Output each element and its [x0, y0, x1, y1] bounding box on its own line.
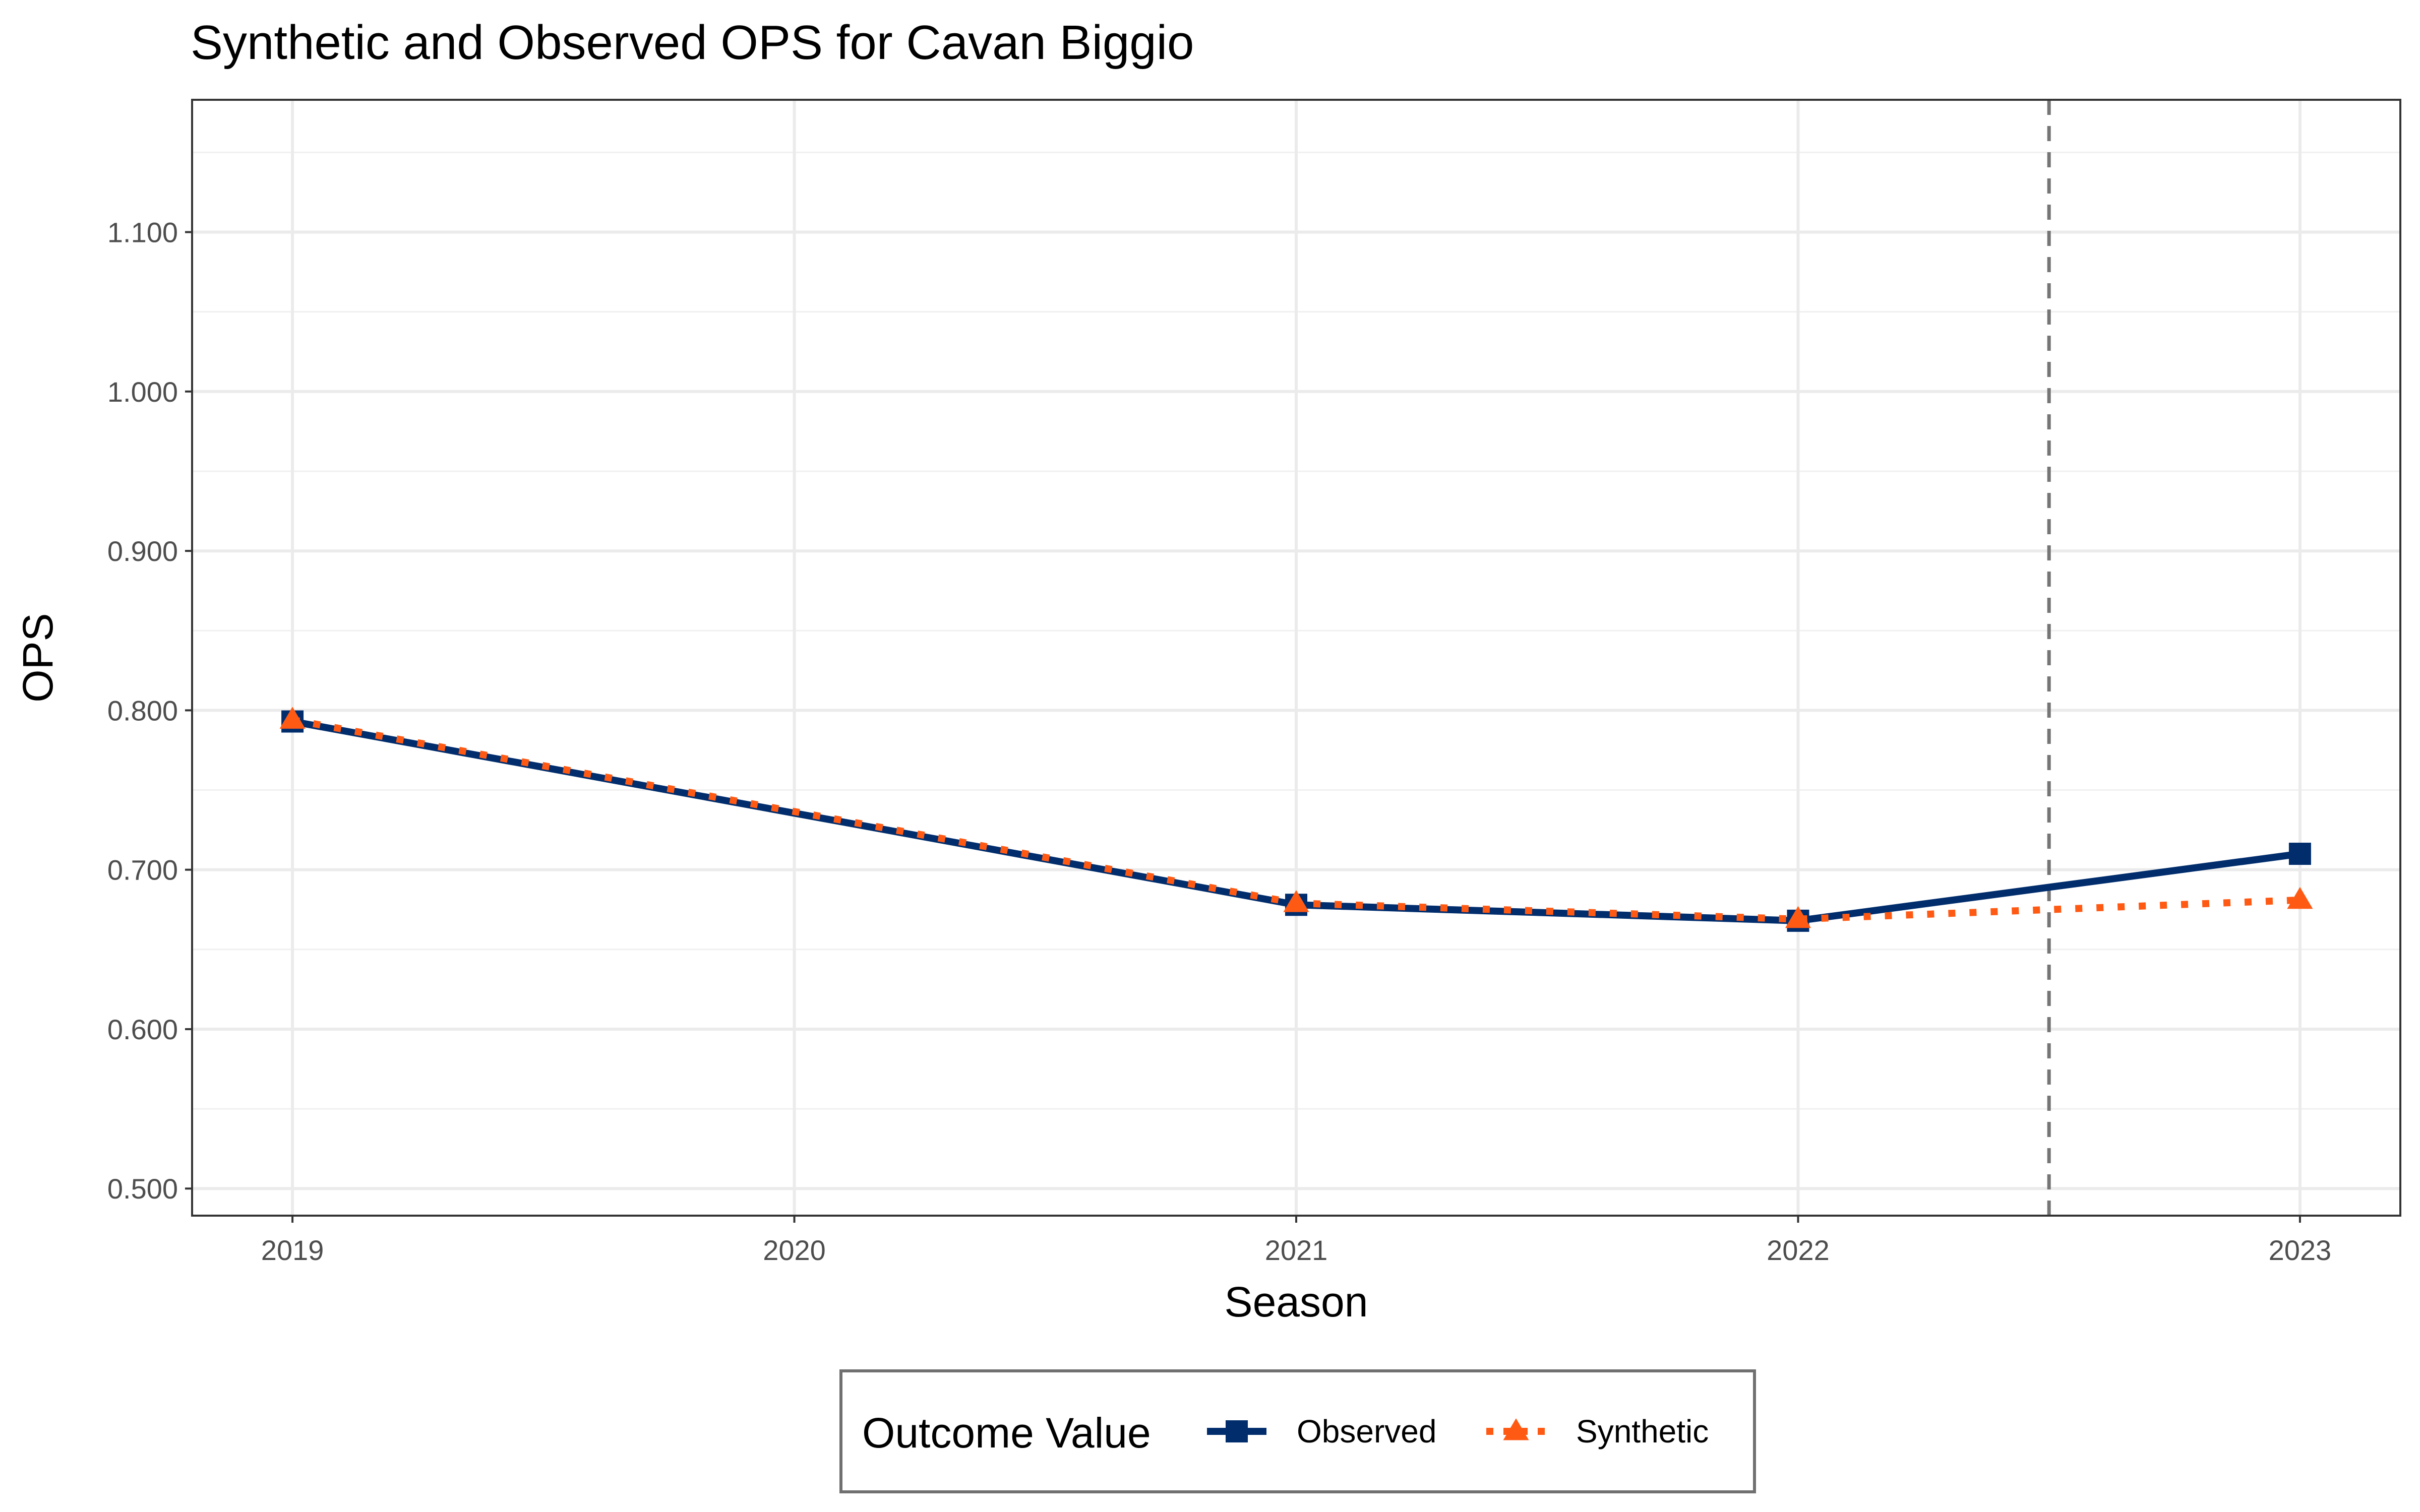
legend-item-observed: Observed: [1207, 1413, 1436, 1450]
chart-title: Synthetic and Observed OPS for Cavan Big…: [191, 16, 1194, 70]
y-tick-label: 0.800: [107, 695, 178, 726]
data-point: [279, 707, 306, 729]
legend-key-marker: [1226, 1420, 1248, 1442]
legend-key-marker: [1503, 1418, 1529, 1440]
x-tick-label: 2022: [1767, 1234, 1830, 1266]
x-axis-title: Season: [1225, 1278, 1368, 1326]
x-tick-label: 2019: [261, 1234, 324, 1266]
series-synthetic: [279, 707, 2313, 928]
legend-box: [839, 1369, 1756, 1493]
x-tick-label: 2021: [1265, 1234, 1328, 1266]
y-tick-label: 0.600: [107, 1014, 178, 1045]
legend-item-synthetic: Synthetic: [1486, 1413, 1709, 1450]
series-layer: [279, 707, 2313, 932]
grid: [192, 100, 2400, 1216]
y-tick-label: 0.500: [107, 1173, 178, 1205]
series-line: [291, 716, 2301, 923]
x-tick-label: 2020: [763, 1234, 826, 1266]
x-axis: 2019 2020 2021 2022 2023: [261, 1216, 2331, 1266]
data-point: [1283, 890, 1309, 912]
legend-title: Outcome Value: [862, 1409, 1151, 1457]
legend: Outcome Value Observed Synthetic: [839, 1369, 1756, 1493]
y-tick-label: 0.700: [107, 854, 178, 886]
y-axis: 0.500 0.600 0.700 0.800 0.900 1.000 1.100: [107, 217, 192, 1205]
y-tick-label: 1.000: [107, 376, 178, 408]
y-tick-label: 1.100: [107, 217, 178, 248]
data-point: [2287, 887, 2313, 909]
legend-label: Synthetic: [1576, 1413, 1709, 1450]
y-tick-label: 0.900: [107, 535, 178, 567]
legend-items: Observed Synthetic: [1207, 1413, 1709, 1450]
x-tick-label: 2023: [2269, 1234, 2332, 1266]
y-axis-title: OPS: [14, 613, 62, 702]
data-point: [2288, 843, 2311, 865]
legend-label: Observed: [1297, 1413, 1436, 1450]
data-point: [1785, 906, 1811, 928]
